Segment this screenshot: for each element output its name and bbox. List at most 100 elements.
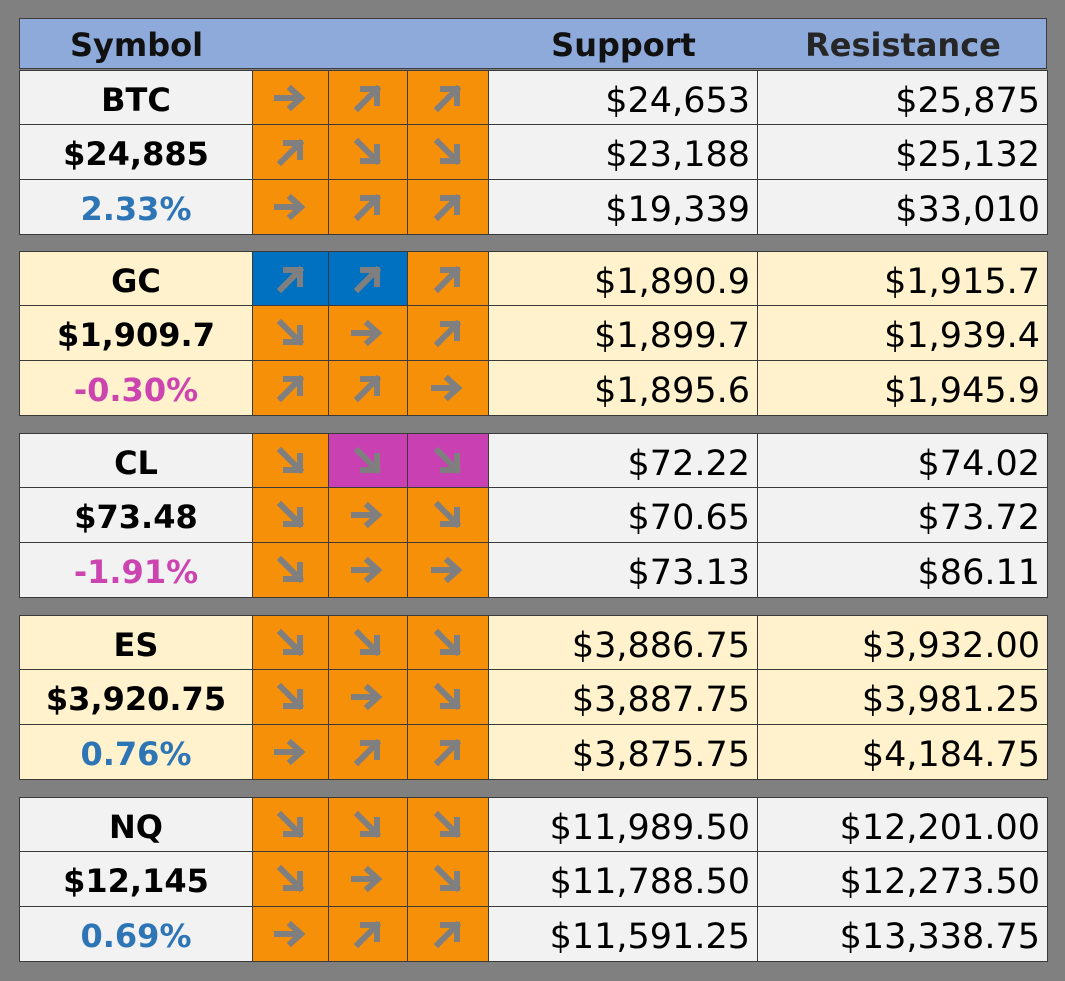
trend-arrow-cell (253, 488, 329, 543)
resistance-value: $4,184.75 (758, 725, 1048, 780)
arrow-right-icon (431, 374, 463, 402)
trend-arrow-cell (408, 70, 489, 125)
trend-arrow-cell (408, 306, 489, 361)
trend-arrow-cell (329, 306, 408, 361)
arrow-right-icon (431, 556, 463, 584)
arrow-right-icon (351, 683, 383, 711)
trend-arrow-cell (408, 670, 489, 725)
header-resistance: Resistance (805, 26, 1001, 64)
trend-arrow-cell (329, 361, 408, 416)
trend-arrow-cell (329, 251, 408, 306)
trend-arrow-cell (408, 488, 489, 543)
trend-arrow-cell (253, 125, 329, 180)
arrow-up-right-icon (433, 319, 462, 348)
ticker-cell: BTC (19, 70, 253, 125)
resistance-value: $1,945.9 (758, 361, 1048, 416)
resistance-value: $12,273.50 (758, 852, 1048, 907)
arrow-down-right-icon (433, 500, 462, 529)
arrow-down-right-icon (433, 446, 462, 474)
trend-arrow-cell (408, 725, 489, 780)
trend-arrow-cell (329, 70, 408, 125)
arrow-up-right-icon (353, 193, 382, 222)
change-pct-cell: 0.69% (19, 907, 253, 962)
support-value: $3,875.75 (489, 725, 758, 780)
arrow-down-right-icon (276, 810, 304, 838)
ticker-cell: GC (19, 251, 253, 306)
price-cell: $3,920.75 (19, 670, 253, 725)
arrow-right-icon (273, 193, 305, 221)
trend-arrow-cell (408, 797, 489, 852)
arrow-up-right-icon (433, 920, 462, 949)
table-row: -1.91% $73.13 $86.11 (19, 543, 1048, 598)
ticker-cell: ES (19, 615, 253, 670)
trend-arrow-cell (408, 907, 489, 962)
trend-arrow-cell (329, 670, 408, 725)
arrow-right-icon (273, 738, 305, 766)
trend-arrow-cell (329, 907, 408, 962)
support-value: $3,887.75 (489, 670, 758, 725)
trend-arrow-cell (329, 488, 408, 543)
table-row: $1,909.7 $1,899.7 $1,939.4 (19, 306, 1048, 361)
arrow-down-right-icon (433, 682, 462, 711)
resistance-value: $74.02 (758, 433, 1048, 488)
change-pct-cell: 2.33% (19, 180, 253, 235)
arrow-up-right-icon (353, 920, 382, 949)
change-pct-cell: 0.76% (19, 725, 253, 780)
trend-arrow-cell (408, 852, 489, 907)
arrow-up-right-icon (353, 265, 382, 293)
trend-arrow-cell (329, 433, 408, 488)
support-value: $23,188 (489, 125, 758, 180)
arrow-up-right-icon (433, 738, 462, 767)
support-value: $19,339 (489, 180, 758, 235)
arrow-right-icon (351, 556, 383, 584)
trend-arrow-cell (329, 797, 408, 852)
trend-arrow-cell (253, 907, 329, 962)
table-row: $73.48 $70.65 $73.72 (19, 488, 1048, 543)
header-symbol: Symbol (69, 26, 204, 64)
arrow-down-right-icon (353, 446, 382, 474)
arrow-down-right-icon (433, 628, 462, 656)
arrow-up-right-icon (276, 374, 304, 403)
table-row: $24,885 $23,188 $25,132 (19, 125, 1048, 180)
trend-arrow-cell (253, 670, 329, 725)
trend-arrow-cell (329, 543, 408, 598)
arrow-down-right-icon (353, 137, 382, 166)
trend-arrow-cell (408, 543, 489, 598)
trend-arrow-cell (408, 361, 489, 416)
arrow-down-right-icon (433, 810, 462, 838)
resistance-value: $25,875 (758, 70, 1048, 125)
table-row: NQ $11,989.50 $12,201.00 (19, 797, 1048, 852)
price-cell: $73.48 (19, 488, 253, 543)
table-row: CL $72.22 $74.02 (19, 433, 1048, 488)
arrow-down-right-icon (353, 628, 382, 656)
trend-arrow-cell (329, 615, 408, 670)
arrow-up-right-icon (276, 138, 304, 167)
resistance-value: $1,915.7 (758, 251, 1048, 306)
table-row: ES $3,886.75 $3,932.00 (19, 615, 1048, 670)
support-value: $1,899.7 (489, 306, 758, 361)
arrow-down-right-icon (433, 137, 462, 166)
arrow-down-right-icon (276, 318, 304, 347)
arrow-down-right-icon (433, 864, 462, 893)
arrow-right-icon (351, 865, 383, 893)
trend-arrow-cell (408, 125, 489, 180)
table-row: 2.33% $19,339 $33,010 (19, 180, 1048, 235)
header-support: Support (551, 26, 696, 64)
table-row: $12,145 $11,788.50 $12,273.50 (19, 852, 1048, 907)
resistance-value: $73.72 (758, 488, 1048, 543)
support-value: $1,890.9 (489, 251, 758, 306)
resistance-value: $12,201.00 (758, 797, 1048, 852)
support-value: $24,653 (489, 70, 758, 125)
trend-arrow-cell (408, 180, 489, 235)
price-cell: $12,145 (19, 852, 253, 907)
trend-arrow-cell (253, 306, 329, 361)
trend-arrow-cell (329, 125, 408, 180)
arrow-down-right-icon (276, 555, 304, 584)
table-row: 0.69% $11,591.25 $13,338.75 (19, 907, 1048, 962)
table-row: BTC $24,653 $25,875 (19, 70, 1048, 125)
support-value: $70.65 (489, 488, 758, 543)
trend-arrow-cell (329, 852, 408, 907)
resistance-value: $25,132 (758, 125, 1048, 180)
price-cell: $24,885 (19, 125, 253, 180)
arrow-down-right-icon (276, 864, 304, 893)
